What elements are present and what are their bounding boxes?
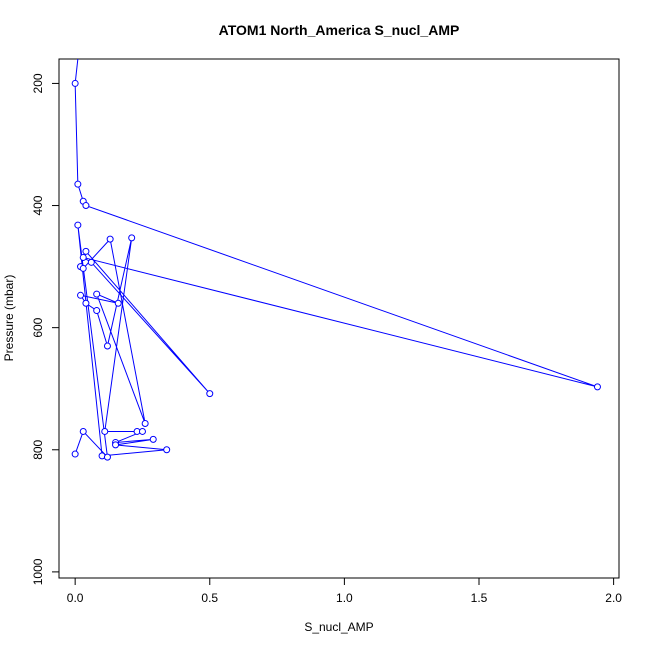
x-tick-label: 1.5 bbox=[471, 591, 488, 605]
data-point bbox=[87, 258, 95, 266]
data-point bbox=[79, 253, 87, 261]
x-axis-label: S_nucl_AMP bbox=[304, 620, 373, 634]
data-point bbox=[82, 299, 90, 307]
data-point bbox=[74, 221, 82, 229]
x-tick-label: 0.5 bbox=[201, 591, 218, 605]
y-tick-label: 1000 bbox=[31, 558, 45, 585]
y-tick-label: 200 bbox=[31, 73, 45, 93]
chart-title: ATOM1 North_America S_nucl_AMP bbox=[219, 22, 460, 38]
data-point bbox=[71, 79, 79, 87]
data-point bbox=[112, 441, 120, 449]
data-point bbox=[82, 247, 90, 255]
data-point bbox=[101, 427, 109, 435]
series-group bbox=[71, 59, 601, 461]
x-tick-label: 1.0 bbox=[336, 591, 353, 605]
y-tick-label: 800 bbox=[31, 439, 45, 459]
data-point bbox=[71, 450, 79, 458]
data-point bbox=[79, 427, 87, 435]
data-point bbox=[163, 446, 171, 454]
data-point bbox=[593, 383, 601, 391]
data-point bbox=[77, 291, 85, 299]
data-point bbox=[149, 435, 157, 443]
data-point bbox=[79, 264, 87, 272]
data-point bbox=[103, 342, 111, 350]
y-tick-label: 600 bbox=[31, 317, 45, 337]
data-point bbox=[114, 299, 122, 307]
data-point bbox=[141, 420, 149, 428]
plot-frame bbox=[58, 58, 620, 579]
series-layer bbox=[71, 59, 601, 461]
x-tick-label: 0.0 bbox=[67, 591, 84, 605]
x-axis: 0.0 0.5 1.0 1.5 2.0 bbox=[67, 577, 622, 605]
data-point bbox=[128, 234, 136, 242]
x-tick-label: 2.0 bbox=[605, 591, 622, 605]
series-line bbox=[74, 83, 598, 459]
data-point bbox=[106, 235, 114, 243]
data-point bbox=[206, 390, 214, 398]
data-point bbox=[93, 290, 101, 298]
y-axis: 200 400 600 800 1000 bbox=[31, 73, 60, 585]
y-tick-label: 400 bbox=[31, 195, 45, 215]
y-axis-label: Pressure (mbar) bbox=[2, 275, 16, 362]
data-point bbox=[103, 453, 111, 461]
data-point bbox=[93, 307, 101, 315]
data-point bbox=[74, 180, 82, 188]
data-point bbox=[82, 202, 90, 210]
series-lead-in bbox=[74, 59, 79, 84]
data-point bbox=[138, 427, 146, 435]
